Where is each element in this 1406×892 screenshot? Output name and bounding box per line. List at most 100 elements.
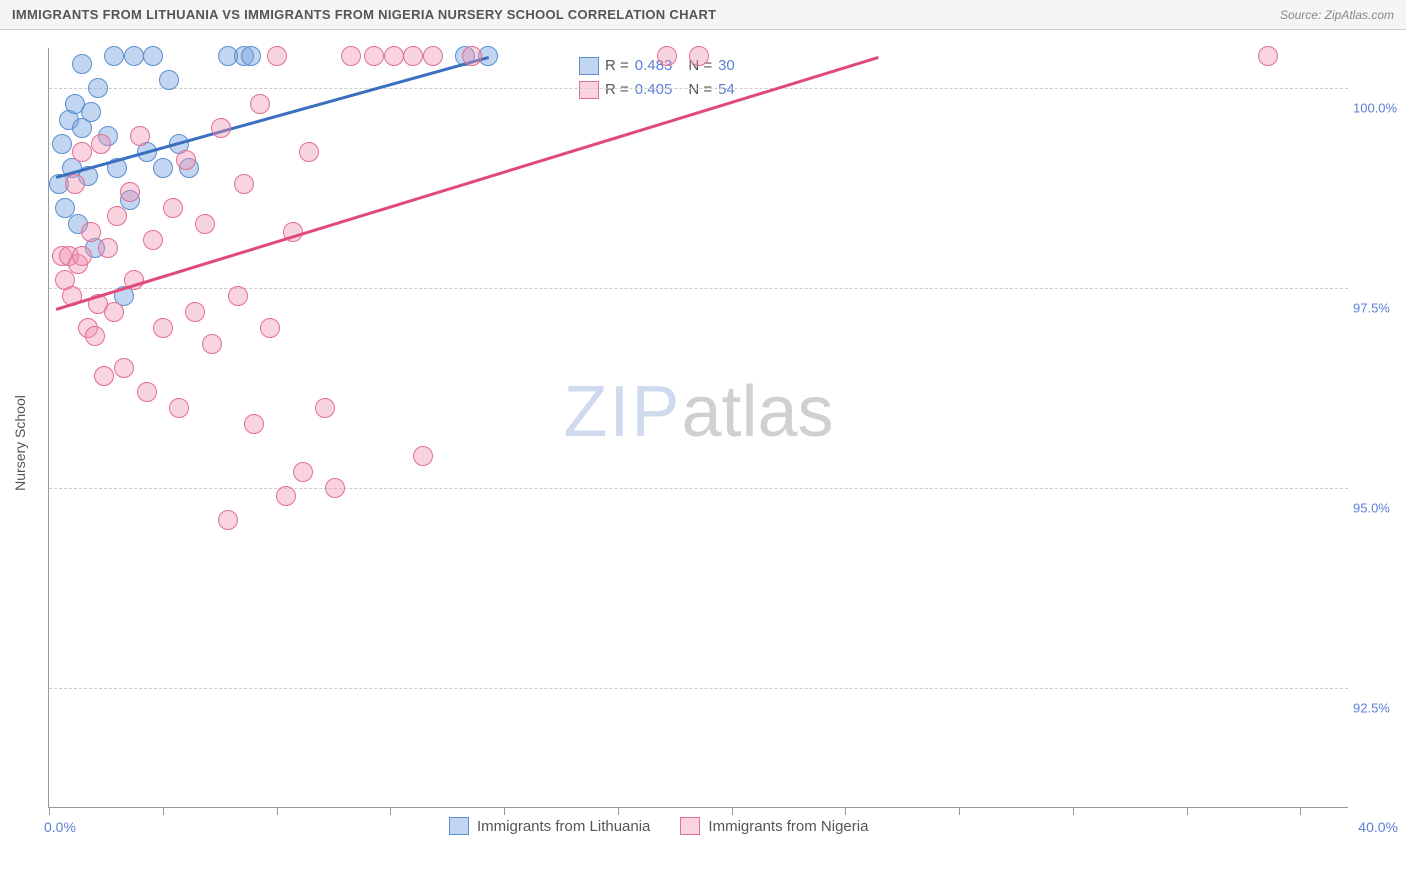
data-point (98, 238, 118, 258)
data-point (72, 54, 92, 74)
watermark-zip: ZIP (563, 372, 681, 452)
data-point (234, 174, 254, 194)
x-axis-max-label: 40.0% (1358, 819, 1398, 835)
data-point (315, 398, 335, 418)
data-point (260, 318, 280, 338)
data-point (52, 134, 72, 154)
watermark-atlas: atlas (681, 372, 833, 452)
gridline (49, 88, 1348, 89)
data-point (72, 246, 92, 266)
data-point (202, 334, 222, 354)
data-point (107, 206, 127, 226)
x-tick (1073, 807, 1074, 815)
data-point (228, 286, 248, 306)
data-point (120, 182, 140, 202)
data-point (124, 46, 144, 66)
legend-label-lithuania: Immigrants from Lithuania (477, 818, 650, 835)
data-point (143, 46, 163, 66)
y-tick-label: 100.0% (1353, 101, 1406, 116)
data-point (299, 142, 319, 162)
chart-container: Nursery School ZIPatlas R = 0.483 N = 30… (48, 48, 1378, 838)
x-tick (1300, 807, 1301, 815)
legend-item-lithuania: Immigrants from Lithuania (449, 817, 650, 835)
swatch-lithuania (579, 57, 599, 75)
data-point (413, 446, 433, 466)
data-point (1258, 46, 1278, 66)
chart-title: IMMIGRANTS FROM LITHUANIA VS IMMIGRANTS … (12, 7, 716, 22)
r-value-nigeria: 0.405 (635, 78, 673, 102)
data-point (276, 486, 296, 506)
source-attribution: Source: ZipAtlas.com (1280, 8, 1394, 22)
data-point (293, 462, 313, 482)
x-tick (618, 807, 619, 815)
data-point (657, 46, 677, 66)
data-point (341, 46, 361, 66)
y-tick-label: 95.0% (1353, 501, 1406, 516)
data-point (159, 70, 179, 90)
data-point (163, 198, 183, 218)
data-point (244, 414, 264, 434)
trend-line (55, 56, 488, 178)
y-axis-label: Nursery School (12, 395, 28, 491)
data-point (153, 158, 173, 178)
data-point (364, 46, 384, 66)
data-point (81, 102, 101, 122)
trend-line (55, 56, 878, 310)
x-tick (1187, 807, 1188, 815)
data-point (462, 46, 482, 66)
data-point (169, 398, 189, 418)
data-point (250, 94, 270, 114)
x-tick (390, 807, 391, 815)
data-point (85, 326, 105, 346)
data-point (195, 214, 215, 234)
watermark: ZIPatlas (563, 371, 833, 453)
data-point (689, 46, 709, 66)
data-point (94, 366, 114, 386)
x-tick (845, 807, 846, 815)
x-tick (959, 807, 960, 815)
series-legend: Immigrants from Lithuania Immigrants fro… (449, 817, 868, 835)
r-label: R = (605, 54, 629, 78)
header-bar: IMMIGRANTS FROM LITHUANIA VS IMMIGRANTS … (0, 0, 1406, 30)
data-point (267, 46, 287, 66)
x-tick (49, 807, 50, 815)
data-point (185, 302, 205, 322)
data-point (325, 478, 345, 498)
data-point (211, 118, 231, 138)
data-point (114, 358, 134, 378)
data-point (137, 382, 157, 402)
data-point (241, 46, 261, 66)
data-point (65, 174, 85, 194)
plot-area: ZIPatlas R = 0.483 N = 30 R = 0.405 N = … (48, 48, 1348, 808)
swatch-lithuania-icon (449, 817, 469, 835)
swatch-nigeria-icon (680, 817, 700, 835)
y-tick-label: 97.5% (1353, 301, 1406, 316)
x-tick (163, 807, 164, 815)
legend-label-nigeria: Immigrants from Nigeria (708, 818, 868, 835)
data-point (143, 230, 163, 250)
x-tick (732, 807, 733, 815)
data-point (91, 134, 111, 154)
swatch-nigeria (579, 81, 599, 99)
data-point (423, 46, 443, 66)
n-value-nigeria: 54 (718, 78, 735, 102)
data-point (88, 78, 108, 98)
data-point (72, 142, 92, 162)
n-value-lithuania: 30 (718, 54, 735, 78)
x-axis-min-label: 0.0% (44, 819, 76, 835)
legend-item-nigeria: Immigrants from Nigeria (680, 817, 868, 835)
gridline (49, 488, 1348, 489)
data-point (104, 46, 124, 66)
r-label: R = (605, 78, 629, 102)
data-point (176, 150, 196, 170)
data-point (403, 46, 423, 66)
stats-row-nigeria: R = 0.405 N = 54 (579, 78, 745, 102)
data-point (81, 222, 101, 242)
gridline (49, 688, 1348, 689)
data-point (153, 318, 173, 338)
y-tick-label: 92.5% (1353, 701, 1406, 716)
data-point (218, 510, 238, 530)
data-point (130, 126, 150, 146)
data-point (104, 302, 124, 322)
x-tick (504, 807, 505, 815)
